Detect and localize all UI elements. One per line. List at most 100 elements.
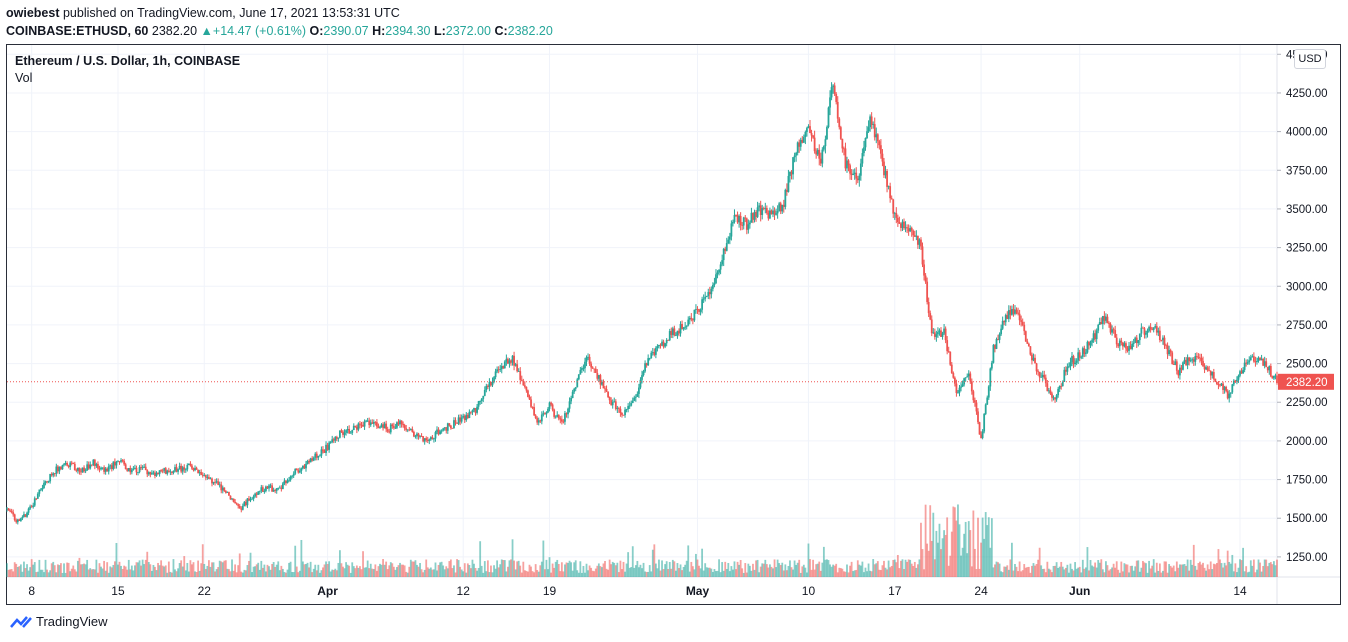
volume-bar bbox=[571, 570, 574, 577]
candle-body bbox=[727, 239, 730, 244]
volume-bar bbox=[590, 567, 593, 577]
candle-body bbox=[879, 145, 882, 154]
volume-bar bbox=[932, 512, 935, 577]
candle-body bbox=[773, 210, 776, 215]
volume-bar bbox=[241, 572, 244, 577]
volume-bar bbox=[439, 562, 441, 577]
volume-bar bbox=[741, 568, 744, 577]
candle-body bbox=[107, 466, 110, 472]
candle-body bbox=[933, 332, 936, 337]
tradingview-logo-icon bbox=[10, 615, 32, 628]
candle-body bbox=[317, 455, 320, 458]
price-label: 2382.20 bbox=[1286, 377, 1328, 389]
candle-body bbox=[181, 467, 184, 472]
candle-body bbox=[722, 248, 725, 261]
currency-button[interactable]: USD bbox=[1294, 49, 1326, 69]
candle-body bbox=[1047, 390, 1050, 392]
volume-bar bbox=[841, 568, 844, 577]
candle-body bbox=[129, 467, 132, 473]
volume-bar bbox=[1174, 571, 1177, 577]
volume-bar bbox=[1206, 564, 1209, 577]
volume-bar bbox=[334, 568, 337, 577]
volume-bar bbox=[795, 564, 798, 577]
volume-bar bbox=[1211, 569, 1214, 577]
candle-body bbox=[778, 203, 781, 212]
volume-bar bbox=[762, 563, 765, 577]
volume-bar bbox=[826, 559, 828, 577]
volume-bar bbox=[397, 565, 400, 577]
candle-body bbox=[916, 235, 919, 245]
volume-bar bbox=[60, 563, 62, 577]
volume-bar bbox=[465, 572, 468, 577]
candle-body bbox=[379, 426, 381, 428]
volume-bar bbox=[785, 570, 788, 577]
volume-bar bbox=[673, 561, 676, 577]
volume-bar bbox=[10, 569, 13, 577]
chart-frame[interactable] bbox=[6, 44, 1341, 605]
volume-bar bbox=[166, 572, 169, 577]
candle-body bbox=[708, 292, 711, 295]
volume-bar bbox=[886, 569, 888, 577]
candle-body bbox=[638, 387, 640, 394]
volume-bar bbox=[744, 563, 747, 577]
volume-bar bbox=[903, 569, 905, 577]
volume-bar bbox=[1254, 572, 1257, 577]
time-axis[interactable]: 8 15 22 Apr 12 19 May 10 17 24 Jun 14 bbox=[28, 584, 1247, 598]
current-price-line: 2382.20 bbox=[7, 373, 1334, 390]
candle-body bbox=[456, 422, 458, 424]
candle-body bbox=[306, 460, 309, 464]
volume-bar bbox=[520, 572, 523, 577]
candle-body bbox=[736, 215, 739, 223]
candle-body bbox=[915, 235, 918, 237]
candle-body bbox=[576, 379, 579, 388]
volume-bar bbox=[519, 565, 522, 577]
tradingview-branding[interactable]: TradingView bbox=[10, 614, 108, 629]
volume-bar bbox=[127, 559, 130, 577]
volume-bar bbox=[331, 569, 334, 577]
volume-bar bbox=[431, 569, 434, 577]
volume-bar bbox=[1226, 550, 1229, 577]
candle-body bbox=[725, 243, 728, 251]
candle-body bbox=[137, 472, 139, 473]
price-axis[interactable]: 1250.001500.001750.002000.002250.002500.… bbox=[1277, 49, 1328, 564]
candle-body bbox=[1011, 309, 1013, 315]
candle-body bbox=[804, 132, 807, 138]
candle-body bbox=[707, 292, 710, 296]
candle-body bbox=[288, 479, 290, 481]
candle-body bbox=[994, 345, 996, 349]
candle-body bbox=[909, 227, 912, 232]
volume-bar bbox=[382, 559, 384, 577]
candle-body bbox=[1105, 316, 1107, 321]
candle-body bbox=[476, 406, 478, 413]
volume-bar bbox=[522, 561, 525, 577]
volume-bar bbox=[970, 566, 973, 577]
candle-body bbox=[171, 471, 173, 473]
candle-body bbox=[41, 487, 44, 490]
candle-body bbox=[995, 339, 998, 349]
volume-bar bbox=[184, 570, 187, 577]
volume-bar bbox=[978, 568, 981, 577]
candle-body bbox=[1098, 322, 1101, 325]
author-name[interactable]: owiebest bbox=[6, 6, 60, 20]
candle-body bbox=[500, 366, 503, 370]
volume-bar bbox=[171, 572, 173, 577]
candle-body bbox=[693, 309, 696, 321]
candle-body bbox=[659, 344, 662, 346]
candle-body bbox=[459, 417, 462, 422]
candle-body bbox=[269, 485, 272, 487]
candle-body bbox=[166, 470, 169, 474]
volume-bar bbox=[773, 559, 776, 577]
candle-body bbox=[1191, 359, 1194, 361]
volume-bar bbox=[787, 565, 790, 577]
volume-bar bbox=[152, 564, 155, 577]
candle-body bbox=[750, 212, 753, 223]
candle-body bbox=[745, 218, 748, 230]
volume-bar bbox=[1205, 570, 1208, 577]
candle-body bbox=[1209, 370, 1212, 376]
volume-bar bbox=[471, 559, 474, 577]
volume-bar bbox=[144, 559, 147, 577]
candle-body bbox=[943, 328, 945, 334]
candle-body bbox=[1041, 374, 1044, 377]
volume-bar bbox=[1149, 568, 1152, 577]
